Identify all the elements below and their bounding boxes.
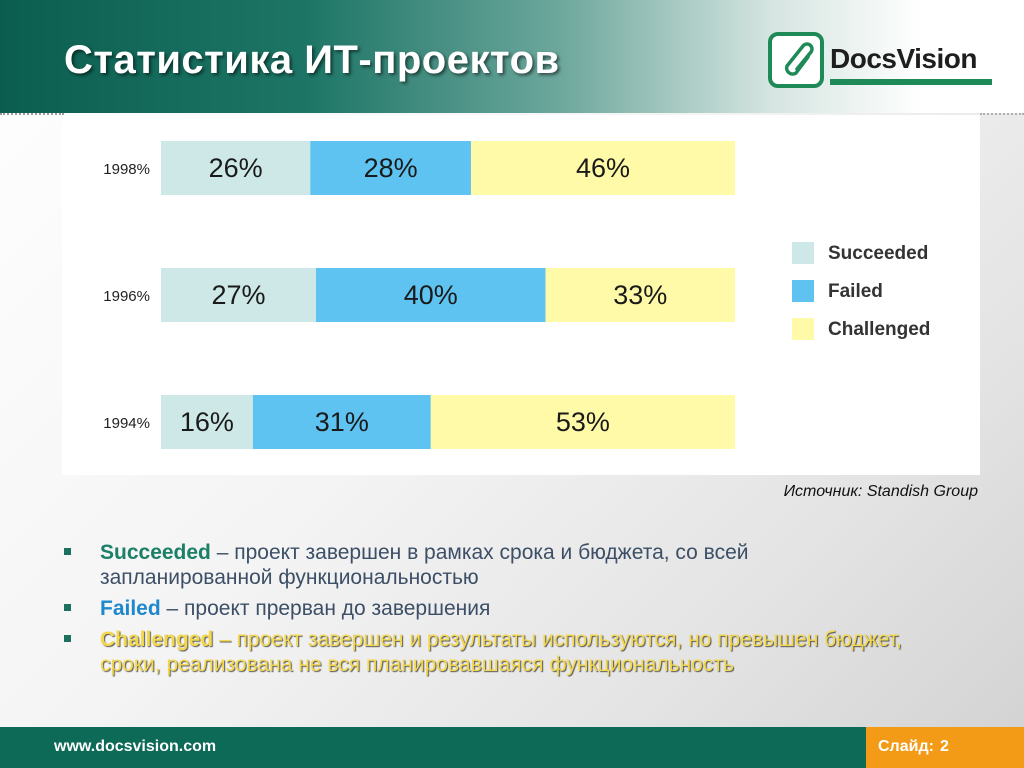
definition-term: Challenged xyxy=(100,628,214,651)
definition-text: – проект завершен в рамках срока и бюдже… xyxy=(100,541,749,589)
data-label: 33% xyxy=(613,280,667,310)
header-band: Статистика ИТ-проектов xyxy=(0,0,1024,113)
definition-challenged: Challenged – проект завершен и результат… xyxy=(62,627,922,677)
definition-term: Succeeded xyxy=(100,541,211,564)
bar-segment xyxy=(252,395,431,449)
slide-label: Слайд: xyxy=(878,738,934,755)
definition-text: – проект прерван до завершения xyxy=(160,597,491,620)
legend-label: Succeeded xyxy=(828,243,928,264)
legend-label: Challenged xyxy=(828,319,930,340)
data-label: 46% xyxy=(576,153,630,183)
category-label: 1994% xyxy=(103,415,150,432)
docsvision-logo: DocsVision xyxy=(768,32,993,92)
data-label: 53% xyxy=(556,407,610,437)
definition-term: Failed xyxy=(100,597,161,620)
slide-number-box: Слайд: 2 xyxy=(866,727,1024,768)
data-label: 28% xyxy=(364,153,418,183)
category-label: 1998% xyxy=(103,161,150,178)
data-label: 31% xyxy=(315,407,369,437)
legend-swatch xyxy=(792,318,814,340)
data-label: 16% xyxy=(180,407,234,437)
data-label: 40% xyxy=(404,280,458,310)
bar-segment xyxy=(161,268,316,322)
data-label: 27% xyxy=(211,280,265,310)
data-label: 26% xyxy=(209,153,263,183)
bar-segment xyxy=(470,141,735,195)
definition-failed: Failed – проект прерван до завершения xyxy=(62,596,922,621)
page-title: Статистика ИТ-проектов xyxy=(64,38,560,82)
bar-segment xyxy=(310,141,471,195)
bar-segment xyxy=(545,268,735,322)
logo-underline xyxy=(830,79,992,85)
definitions-list: Succeeded – проект завершен в рамках сро… xyxy=(62,540,922,683)
bar-segment xyxy=(430,395,735,449)
slide-number: 2 xyxy=(940,738,949,755)
legend-label: Failed xyxy=(828,281,883,302)
definition-text: – проект завершен и результаты использую… xyxy=(100,628,902,676)
logo-wordmark: DocsVision xyxy=(830,43,977,74)
bar-segment xyxy=(161,141,311,195)
category-label: 1996% xyxy=(103,288,150,305)
footer-bar: www.docsvision.com Слайд: 2 xyxy=(0,727,1024,768)
stacked-bar-chart: 1998% 26% 28% 46% 1996% 27% 40% 33% 1994% 16% 31% 5… xyxy=(103,141,930,449)
footer-url[interactable]: www.docsvision.com xyxy=(54,738,217,755)
bullet-icon xyxy=(64,548,71,555)
bar-segment xyxy=(315,268,546,322)
legend-swatch xyxy=(792,280,814,302)
bullet-icon xyxy=(64,604,71,611)
source-note: Источник: Standish Group xyxy=(783,483,978,500)
header-divider xyxy=(980,113,1024,115)
header-divider xyxy=(0,113,64,115)
bar-segment xyxy=(161,395,253,449)
legend-swatch xyxy=(792,242,814,264)
paperclip-icon xyxy=(768,32,824,88)
chart-panel: 1998% 26% 28% 46% 1996% 27% 40% 33% 1994% 16% 31% 5… xyxy=(62,115,980,475)
bullet-icon xyxy=(64,635,71,642)
definition-succeeded: Succeeded – проект завершен в рамках сро… xyxy=(62,540,922,590)
